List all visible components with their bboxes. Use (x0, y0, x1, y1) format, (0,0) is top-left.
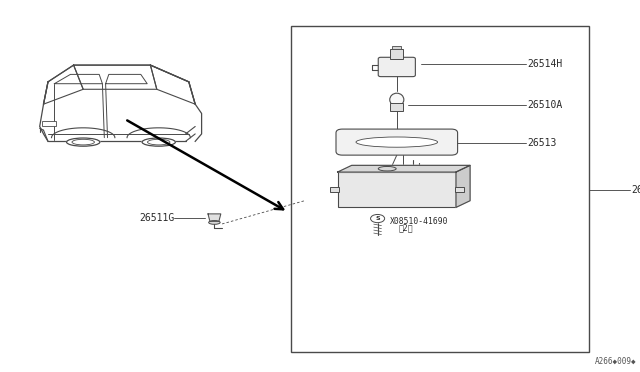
Ellipse shape (67, 138, 100, 146)
Polygon shape (338, 165, 470, 172)
Bar (455, 187, 464, 192)
Bar (390, 49, 403, 59)
Circle shape (371, 214, 385, 222)
Text: 26514H: 26514H (527, 59, 563, 69)
Bar (291, 26, 589, 352)
FancyBboxPatch shape (378, 57, 415, 77)
Bar (42, 121, 56, 126)
Text: 26511G: 26511G (140, 213, 175, 222)
Ellipse shape (142, 138, 175, 146)
Text: 26510N: 26510N (632, 185, 640, 195)
Polygon shape (208, 214, 221, 221)
Text: A266◆009◆: A266◆009◆ (595, 356, 637, 365)
Text: 26513: 26513 (527, 138, 557, 148)
Bar (338, 172, 456, 207)
Ellipse shape (390, 93, 404, 106)
FancyBboxPatch shape (336, 129, 458, 155)
Bar (392, 46, 401, 49)
Ellipse shape (378, 166, 396, 171)
Ellipse shape (356, 137, 438, 147)
Bar (330, 187, 339, 192)
Text: 26510A: 26510A (527, 100, 563, 110)
Text: S: S (375, 216, 380, 221)
Text: （2）: （2） (398, 224, 413, 233)
Polygon shape (456, 165, 470, 207)
Text: X08510-41690: X08510-41690 (390, 217, 449, 226)
Bar (390, 103, 403, 111)
Ellipse shape (209, 221, 220, 224)
